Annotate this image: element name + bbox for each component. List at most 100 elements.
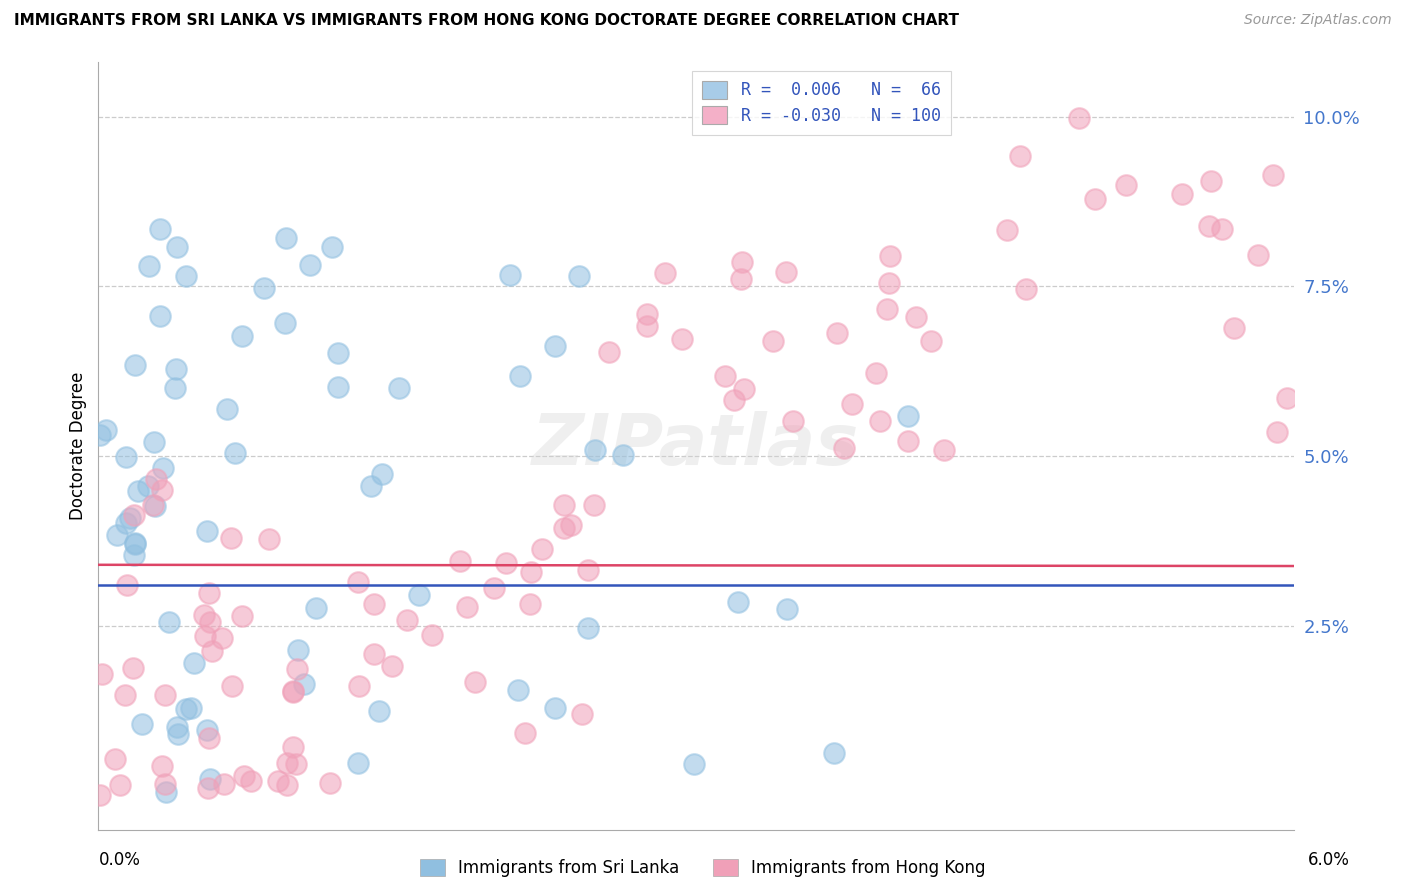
Point (180, 700, 202, 714)
Point (368, 704, 391, 718)
Point (274, 316, 297, 330)
Point (1247, 248, 1270, 262)
Point (520, 565, 543, 579)
Point (89, 427, 111, 442)
Point (731, 255, 754, 269)
Point (598, 344, 620, 359)
Point (197, 780, 219, 795)
Point (124, 535, 146, 549)
Point (157, 615, 180, 629)
Point (285, 662, 308, 676)
Point (122, 661, 145, 675)
Point (583, 498, 606, 512)
Point (149, 222, 172, 236)
Point (89, 788, 111, 802)
Point (723, 392, 745, 407)
Legend: R =  0.006   N =  66, R = -0.030   N = 100: R = 0.006 N = 66, R = -0.030 N = 100 (692, 70, 950, 135)
Point (195, 524, 218, 539)
Point (896, 409, 918, 424)
Point (298, 258, 321, 272)
Point (775, 265, 797, 279)
Point (131, 717, 153, 731)
Point (104, 752, 127, 766)
Point (823, 747, 845, 761)
Text: IMMIGRANTS FROM SRI LANKA VS IMMIGRANTS FROM HONG KONG DOCTORATE DEGREE CORRELAT: IMMIGRANTS FROM SRI LANKA VS IMMIGRANTS … (14, 13, 959, 29)
Point (568, 269, 591, 284)
Point (904, 310, 927, 324)
Point (879, 249, 901, 263)
Point (869, 414, 891, 428)
Point (115, 578, 138, 592)
Point (183, 657, 205, 671)
Point (114, 450, 136, 464)
Point (232, 769, 254, 783)
Point (484, 581, 506, 595)
Point (108, 778, 131, 792)
Point (174, 269, 197, 284)
Point (221, 531, 243, 545)
Point (152, 460, 174, 475)
Point (612, 448, 634, 462)
Point (553, 521, 575, 535)
Point (682, 756, 704, 771)
Point (1201, 174, 1223, 188)
Point (515, 726, 537, 740)
Point (381, 658, 404, 673)
Point (553, 498, 575, 512)
Point (321, 240, 343, 254)
Point (876, 302, 898, 317)
Point (543, 339, 565, 353)
Point (531, 541, 554, 556)
Y-axis label: Doctorate Degree: Doctorate Degree (69, 372, 87, 520)
Point (360, 479, 382, 493)
Point (636, 318, 658, 333)
Point (150, 483, 173, 497)
Point (211, 631, 233, 645)
Point (1265, 425, 1288, 439)
Point (346, 756, 368, 770)
Point (274, 231, 297, 245)
Point (253, 281, 276, 295)
Legend: Immigrants from Sri Lanka, Immigrants from Hong Kong: Immigrants from Sri Lanka, Immigrants fr… (413, 852, 993, 884)
Point (576, 621, 599, 635)
Text: ZIPatlas: ZIPatlas (533, 411, 859, 481)
Point (281, 740, 304, 755)
Text: 6.0%: 6.0% (1308, 851, 1350, 869)
Point (231, 609, 253, 624)
Point (143, 435, 166, 450)
Point (193, 607, 215, 622)
Point (143, 499, 166, 513)
Point (136, 479, 159, 493)
Point (897, 434, 920, 448)
Point (166, 720, 188, 734)
Point (212, 776, 235, 790)
Point (124, 536, 146, 550)
Point (91, 666, 114, 681)
Point (450, 553, 472, 567)
Point (153, 688, 176, 702)
Point (560, 518, 582, 533)
Point (877, 276, 900, 290)
Point (166, 239, 188, 253)
Point (150, 759, 173, 773)
Point (284, 756, 307, 771)
Point (224, 446, 246, 460)
Point (115, 516, 138, 531)
Point (636, 307, 658, 321)
Point (122, 508, 145, 522)
Point (165, 381, 187, 395)
Point (762, 334, 785, 348)
Point (127, 483, 149, 498)
Point (122, 548, 145, 562)
Point (464, 675, 486, 690)
Point (408, 588, 430, 602)
Point (395, 613, 418, 627)
Point (495, 556, 517, 570)
Point (94, 423, 117, 437)
Point (114, 688, 136, 702)
Point (124, 358, 146, 372)
Point (198, 585, 221, 599)
Point (1008, 148, 1031, 162)
Point (305, 600, 328, 615)
Point (1115, 178, 1137, 192)
